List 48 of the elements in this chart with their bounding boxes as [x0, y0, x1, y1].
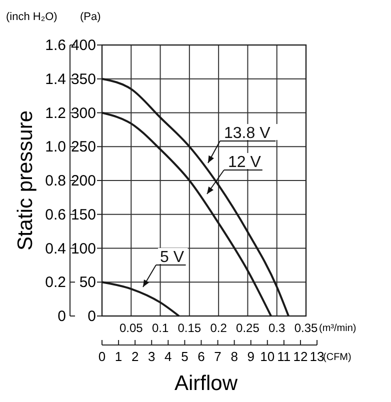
text: (CFM) — [323, 352, 352, 363]
y-tick-label: 150 — [70, 206, 96, 224]
y2-axis-title: Static pressure — [14, 110, 37, 251]
text: (Pa) — [80, 11, 101, 23]
x2-tick-label: 3 — [148, 349, 156, 364]
x-tick-label: 0.15 — [178, 321, 202, 335]
x-tick-label: 0.35 — [294, 321, 318, 335]
x2-tick-label: 4 — [164, 349, 172, 364]
y-tick-label: 400 — [70, 37, 96, 54]
y-tick-label: 350 — [70, 70, 96, 88]
legend-label: 12 V — [228, 154, 262, 171]
y-tick-label: 100 — [70, 240, 96, 258]
y2-tick-label: 0.2 — [45, 274, 66, 292]
x2-tick-label: 1 — [114, 349, 122, 364]
text: (inch H₂O) — [6, 11, 58, 23]
x-tick-label: 0.3 — [268, 321, 286, 335]
x-tick-label: 0.05 — [119, 321, 144, 335]
x2-tick-label: 7 — [214, 349, 222, 364]
x-tick-label: 0.1 — [152, 321, 169, 335]
y-tick-label: 50 — [79, 274, 96, 292]
y2-tick-label: 1.0 — [45, 138, 66, 156]
x2-tick-label: 2 — [131, 349, 139, 364]
y2-tick-label: 1.2 — [45, 104, 66, 122]
x2-tick-label: 11 — [277, 349, 291, 364]
y-tick-label: 200 — [70, 172, 96, 190]
y-tick-label: 0 — [88, 308, 96, 325]
y-tick-label: 250 — [70, 138, 96, 156]
x2-tick-label: 5 — [181, 349, 188, 364]
x-axis-title: Airflow — [174, 372, 238, 395]
series-label: 13.8 V — [224, 125, 271, 142]
y2-tick-label: 0.8 — [45, 172, 66, 190]
y2-tick-label: 0 — [58, 308, 66, 325]
x-tick-label: 0.25 — [236, 321, 260, 335]
y2-tick-label: 1.6 — [45, 37, 66, 54]
text: (m³/min) — [319, 323, 356, 334]
x2-tick-label: 6 — [198, 349, 205, 364]
text: 5 V — [160, 249, 184, 266]
x2-tick-label: 0 — [98, 349, 106, 364]
x2-tick-label: 13 — [310, 349, 324, 364]
y2-tick-label: 0.4 — [45, 240, 66, 258]
y2-tick-label: 1.4 — [45, 70, 66, 88]
x2-tick-label: 9 — [247, 349, 254, 364]
x2-tick-label: 12 — [293, 349, 308, 364]
x2-tick-label: 8 — [230, 349, 238, 364]
x2-tick-label: 10 — [260, 349, 275, 364]
y-tick-label: 300 — [70, 104, 96, 122]
x-tick-label: 0.2 — [210, 321, 228, 335]
y2-tick-label: 0.6 — [45, 206, 66, 224]
